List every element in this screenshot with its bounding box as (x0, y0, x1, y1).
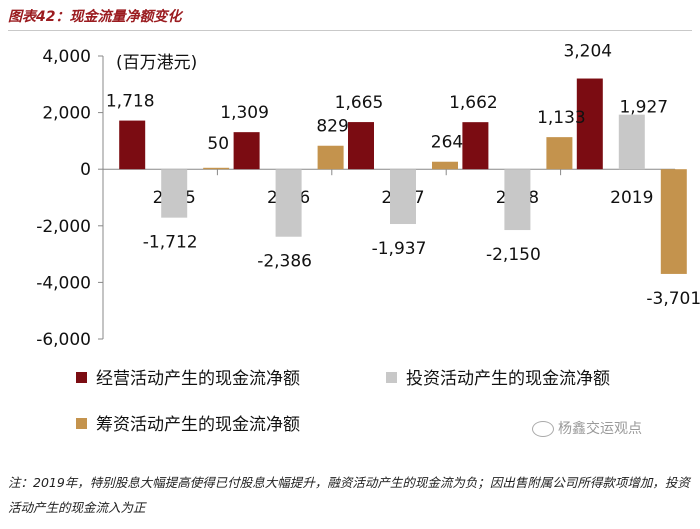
figure-title: 图表42：现金流量净额变化 (8, 9, 182, 25)
watermark: 杨鑫交运观点 (532, 418, 642, 438)
data-label: 1,133 (537, 108, 586, 128)
title-divider (8, 30, 692, 31)
data-label: 50 (207, 134, 229, 154)
data-label: -1,937 (372, 239, 427, 259)
data-label: 1,927 (619, 98, 668, 118)
y-tick-label: -2,000 (36, 217, 91, 237)
unit-label: (百万港元) (116, 53, 197, 73)
legend-label: 筹资活动产生的现金流净额 (96, 415, 300, 435)
legend-label: 投资活动产生的现金流净额 (406, 369, 610, 389)
y-tick-label: 2,000 (42, 104, 91, 124)
bar-1 (576, 78, 603, 170)
y-tick-label: 0 (80, 160, 91, 180)
data-label: 1,718 (106, 92, 155, 112)
x-tick-label: 2019 (610, 188, 653, 208)
footnote: 注：2019年，特别股息大幅提高使得已付股息大幅提升，融资活动产生的现金流为负；… (8, 475, 690, 515)
data-label: 3,204 (563, 42, 612, 62)
bar-1 (233, 132, 260, 170)
data-label: 829 (316, 117, 348, 137)
bar-3 (660, 169, 687, 274)
bar-2 (618, 114, 645, 170)
legend-swatch (76, 372, 87, 383)
data-label: 1,662 (449, 93, 498, 113)
data-label: 1,665 (335, 93, 384, 113)
bar-2 (390, 169, 416, 225)
bar-2 (161, 169, 188, 218)
bar-3 (203, 167, 230, 170)
y-tick-label: -4,000 (36, 273, 91, 293)
y-tick-label: -6,000 (36, 330, 91, 350)
legend-swatch (76, 418, 87, 429)
data-label: -2,150 (486, 245, 541, 265)
bar-3 (546, 137, 573, 170)
bar-1 (348, 122, 374, 170)
bar-2 (275, 169, 302, 237)
bar-1 (119, 120, 146, 170)
bar-2 (504, 169, 531, 231)
legend-swatch (386, 372, 397, 383)
wechat-icon (532, 421, 554, 437)
y-tick-label: 4,000 (42, 47, 91, 67)
data-label: -3,701 (646, 289, 700, 309)
bar-1 (462, 122, 489, 170)
data-label: 1,309 (220, 103, 269, 123)
bar-3 (432, 161, 458, 170)
data-label: 264 (431, 133, 463, 153)
data-label: -2,386 (257, 252, 312, 272)
bar-3 (317, 145, 344, 170)
data-label: -1,712 (143, 233, 198, 253)
watermark-text: 杨鑫交运观点 (558, 421, 642, 437)
cash-flow-bar-chart: 4,0002,0000-2,000-4,000-6,000(百万港元)20152… (36, 42, 700, 435)
legend-label: 经营活动产生的现金流净额 (96, 369, 300, 389)
